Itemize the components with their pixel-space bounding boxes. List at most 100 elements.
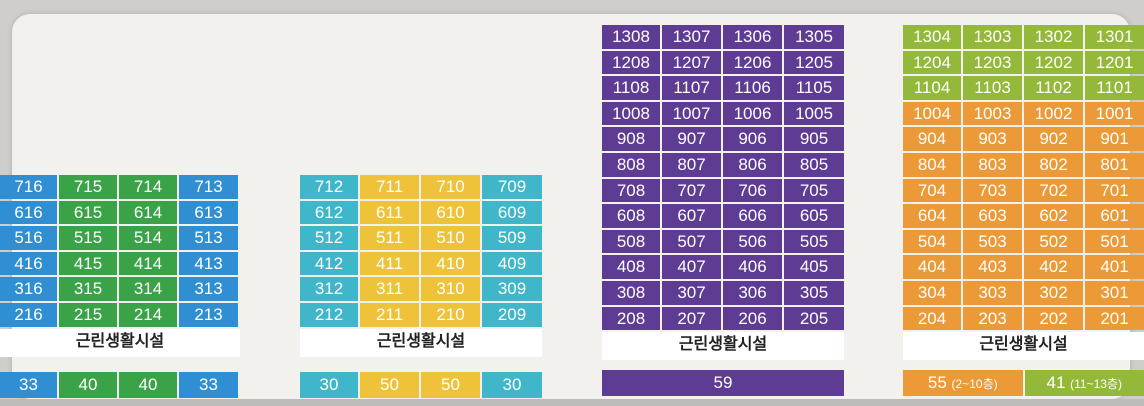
unit-cell: 610	[421, 200, 480, 225]
unit-cell: 406	[723, 255, 782, 279]
facility-label: 근린생활시설	[300, 328, 542, 357]
parking-count: 40	[59, 372, 117, 398]
unit-cell: 905	[784, 127, 844, 151]
unit-cell: 702	[1024, 178, 1083, 203]
unit-cell: 207	[662, 306, 721, 331]
unit-cell: 614	[119, 200, 177, 225]
unit-cell: 510	[421, 226, 480, 250]
unit-cell: 1201	[1085, 50, 1144, 75]
unit-cell: 1107	[662, 76, 721, 100]
unit-cell: 204	[903, 306, 961, 331]
unit-cell: 404	[903, 255, 961, 279]
unit-cell: 1002	[1024, 101, 1083, 126]
unit-cell: 403	[963, 255, 1022, 279]
unit-cell: 1003	[963, 101, 1022, 126]
unit-cell: 509	[482, 226, 542, 250]
unit-cell: 1205	[784, 50, 844, 75]
unit-cell: 312	[300, 277, 358, 301]
floor-range: (11~13층)	[1070, 377, 1122, 391]
unit-cell: 216	[0, 302, 57, 327]
unit-cell: 307	[662, 280, 721, 305]
unit-cell: 615	[59, 200, 117, 225]
unit-cell: 304	[903, 280, 961, 305]
building-b: 712 711 710 709 612 611 610 609 512 511 510 509 412 4…	[300, 175, 542, 357]
unit-cell: 201	[1085, 306, 1144, 331]
unit-cell: 402	[1024, 255, 1083, 279]
parking-value: 30	[319, 375, 339, 394]
unit-cell: 209	[482, 302, 542, 327]
unit-cell: 516	[0, 226, 57, 250]
facility-label: 근린생활시설	[903, 332, 1144, 361]
unit-cell: 613	[179, 200, 238, 225]
unit-cell: 202	[1024, 306, 1083, 331]
unit-cell: 906	[723, 127, 782, 151]
unit-cell: 611	[360, 200, 419, 225]
unit-cell: 405	[784, 255, 844, 279]
unit-cell: 1202	[1024, 50, 1083, 75]
unit-cell: 1306	[723, 25, 782, 49]
unit-cell: 1204	[903, 50, 961, 75]
parking-count: 30	[482, 372, 542, 398]
unit-cell: 507	[662, 229, 721, 254]
unit-cell: 707	[662, 178, 721, 203]
unit-cell: 713	[179, 175, 238, 199]
parking-value: 55	[927, 373, 947, 392]
unit-cell: 808	[602, 152, 660, 177]
parking-count: 55 (2~10층)	[903, 370, 1023, 396]
unit-cell: 1301	[1085, 25, 1144, 49]
unit-cell: 412	[300, 251, 358, 276]
unit-cell: 1308	[602, 25, 660, 49]
unit-cell: 712	[300, 175, 358, 199]
unit-cell: 506	[723, 229, 782, 254]
unit-cell: 308	[602, 280, 660, 305]
parking-value: 33	[19, 375, 38, 394]
unit-cell: 1104	[903, 76, 961, 100]
parking-value: 33	[199, 375, 218, 394]
unit-cell: 806	[723, 152, 782, 177]
unit-grid: 1308 1307 1306 1305 1208 1207 1206 1205 1108 1107…	[602, 25, 844, 331]
unit-cell: 309	[482, 277, 542, 301]
unit-cell: 601	[1085, 204, 1144, 228]
unit-cell: 1006	[723, 101, 782, 126]
unit-cell: 214	[119, 302, 177, 327]
bottom-dim-edge	[0, 399, 1144, 406]
unit-cell: 1307	[662, 25, 721, 49]
unit-cell: 616	[0, 200, 57, 225]
unit-cell: 310	[421, 277, 480, 301]
unit-cell: 514	[119, 226, 177, 250]
building-a: 716 715 714 713 616 615 614 613 516 515 514 513 416 4…	[0, 175, 240, 357]
building-d-footer: 55 (2~10층) 41 (11~13층)	[903, 370, 1144, 396]
building-c-footer: 59	[602, 370, 844, 396]
unit-cell: 803	[963, 152, 1022, 177]
unit-cell: 705	[784, 178, 844, 203]
unit-cell: 315	[59, 277, 117, 301]
unit-cell: 801	[1085, 152, 1144, 177]
building-d: 1304 1303 1302 1301 1204 1203 1202 1201 1104 1103…	[903, 25, 1144, 361]
unit-cell: 313	[179, 277, 238, 301]
unit-cell: 311	[360, 277, 419, 301]
unit-cell: 1203	[963, 50, 1022, 75]
unit-cell: 604	[903, 204, 961, 228]
unit-cell: 408	[602, 255, 660, 279]
parking-count: 50	[421, 372, 480, 398]
unit-cell: 1106	[723, 76, 782, 100]
unit-cell: 301	[1085, 280, 1144, 305]
unit-cell: 605	[784, 204, 844, 228]
parking-count: 30	[300, 372, 358, 398]
unit-cell: 903	[963, 127, 1022, 151]
unit-cell: 416	[0, 251, 57, 276]
parking-value: 50	[380, 375, 399, 394]
parking-count: 40	[119, 372, 177, 398]
floor-range: (2~10층)	[951, 377, 998, 391]
unit-cell: 305	[784, 280, 844, 305]
unit-cell: 709	[482, 175, 542, 199]
unit-cell: 1305	[784, 25, 844, 49]
unit-cell: 805	[784, 152, 844, 177]
unit-cell: 902	[1024, 127, 1083, 151]
unit-cell: 302	[1024, 280, 1083, 305]
unit-cell: 211	[360, 302, 419, 327]
unit-cell: 1005	[784, 101, 844, 126]
unit-cell: 606	[723, 204, 782, 228]
unit-cell: 203	[963, 306, 1022, 331]
unit-cell: 715	[59, 175, 117, 199]
